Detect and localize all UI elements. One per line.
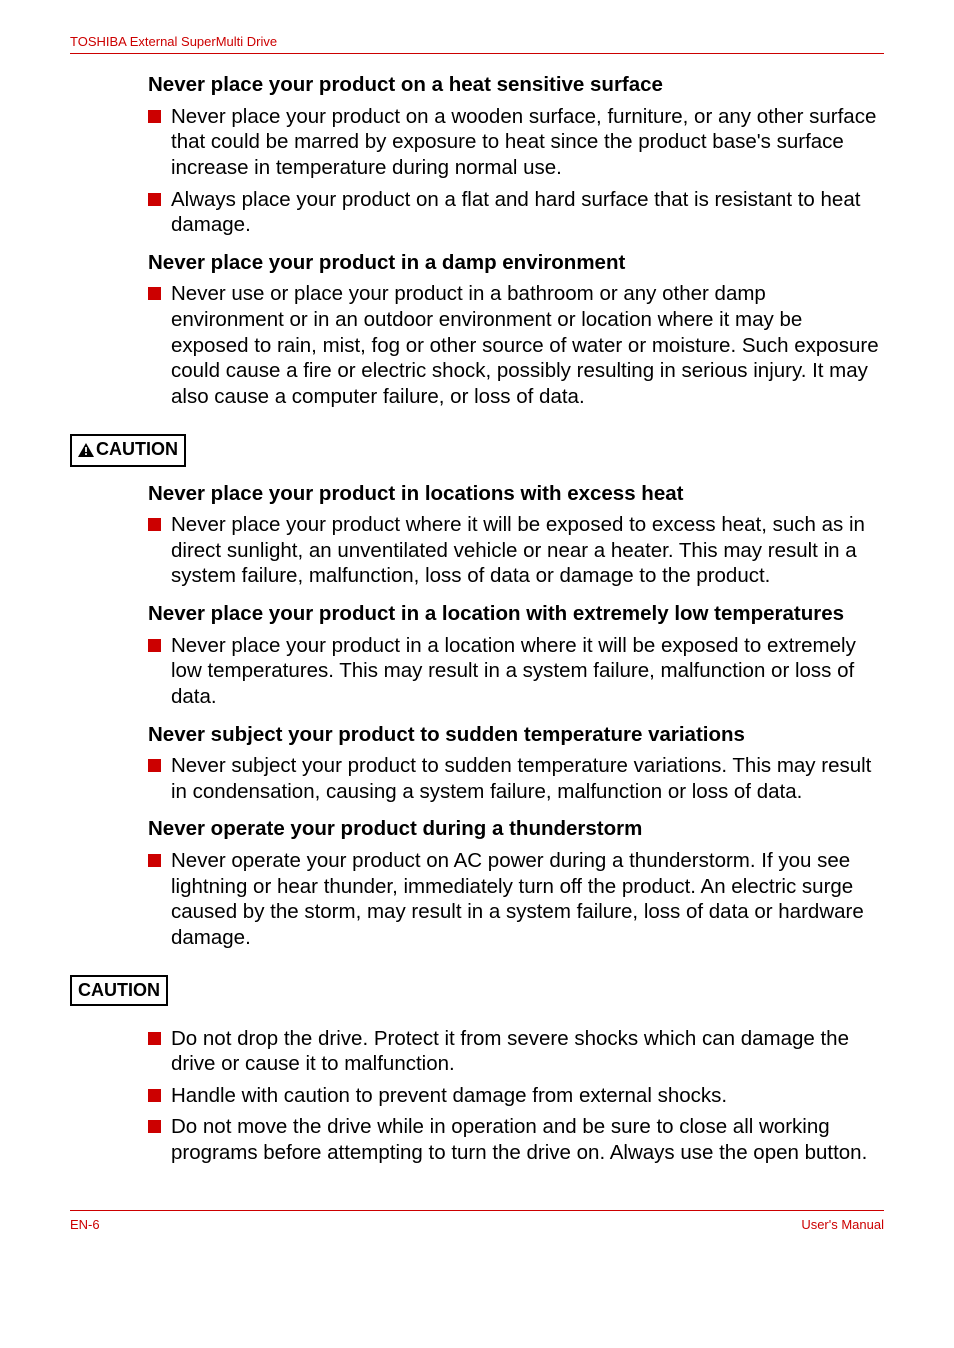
list-item: Never place your product where it will b… <box>148 512 884 589</box>
subheading: Never subject your product to sudden tem… <box>148 722 884 748</box>
body-text: Never place your product in a location w… <box>171 633 884 710</box>
subheading: Never place your product in a location w… <box>148 601 884 627</box>
subheading: Never place your product in a damp envir… <box>148 250 884 276</box>
list-item: Never place your product in a location w… <box>148 633 884 710</box>
page: TOSHIBA External SuperMulti Drive Never … <box>0 0 954 1262</box>
bullet-icon <box>148 1032 161 1045</box>
caution-text: CAUTION <box>96 439 178 459</box>
section-heat-sensitive: Never place your product on a heat sensi… <box>70 72 884 238</box>
list-item: Never operate your product on AC power d… <box>148 848 884 951</box>
header-product-name: TOSHIBA External SuperMulti Drive <box>70 34 884 54</box>
list-item: Never subject your product to sudden tem… <box>148 753 884 804</box>
bullet-icon <box>148 759 161 772</box>
bullet-icon <box>148 518 161 531</box>
section-handling: Do not drop the drive. Protect it from s… <box>70 1026 884 1166</box>
body-text: Do not drop the drive. Protect it from s… <box>171 1026 884 1077</box>
body-text: Never place your product on a wooden sur… <box>171 104 884 181</box>
hazard-caution-box: CAUTION <box>70 422 884 479</box>
list-item: Always place your product on a flat and … <box>148 187 884 238</box>
subheading: Never place your product in locations wi… <box>148 481 884 507</box>
subheading: Never operate your product during a thun… <box>148 816 884 842</box>
body-text: Never subject your product to sudden tem… <box>171 753 884 804</box>
section-damp-environment: Never place your product in a damp envir… <box>70 250 884 410</box>
caution-text: CAUTION <box>78 980 160 1000</box>
warning-triangle-icon <box>78 441 94 462</box>
list-item: Do not move the drive while in operation… <box>148 1114 884 1165</box>
footer: EN-6 User's Manual <box>70 1210 884 1232</box>
body-text: Never operate your product on AC power d… <box>171 848 884 951</box>
list-item: Never place your product on a wooden sur… <box>148 104 884 181</box>
body-text: Handle with caution to prevent damage fr… <box>171 1083 884 1109</box>
section-temp-variations: Never subject your product to sudden tem… <box>70 722 884 805</box>
body-text: Never place your product where it will b… <box>171 512 884 589</box>
page-number: EN-6 <box>70 1217 100 1232</box>
bullet-icon <box>148 1120 161 1133</box>
list-item: Never use or place your product in a bat… <box>148 281 884 409</box>
list-item: Handle with caution to prevent damage fr… <box>148 1083 884 1109</box>
bullet-icon <box>148 854 161 867</box>
bullet-icon <box>148 287 161 300</box>
section-excess-heat: Never place your product in locations wi… <box>70 481 884 590</box>
caution-label: CAUTION <box>70 434 186 467</box>
body-text: Do not move the drive while in operation… <box>171 1114 884 1165</box>
section-thunderstorm: Never operate your product during a thun… <box>70 816 884 950</box>
bullet-icon <box>148 639 161 652</box>
body-text: Always place your product on a flat and … <box>171 187 884 238</box>
section-low-temp: Never place your product in a location w… <box>70 601 884 710</box>
footer-right-label: User's Manual <box>801 1217 884 1232</box>
bullet-icon <box>148 193 161 206</box>
bullet-icon <box>148 110 161 123</box>
plain-caution-box: CAUTION <box>70 963 884 1018</box>
subheading: Never place your product on a heat sensi… <box>148 72 884 98</box>
bullet-icon <box>148 1089 161 1102</box>
list-item: Do not drop the drive. Protect it from s… <box>148 1026 884 1077</box>
body-text: Never use or place your product in a bat… <box>171 281 884 409</box>
caution-label: CAUTION <box>70 975 168 1006</box>
